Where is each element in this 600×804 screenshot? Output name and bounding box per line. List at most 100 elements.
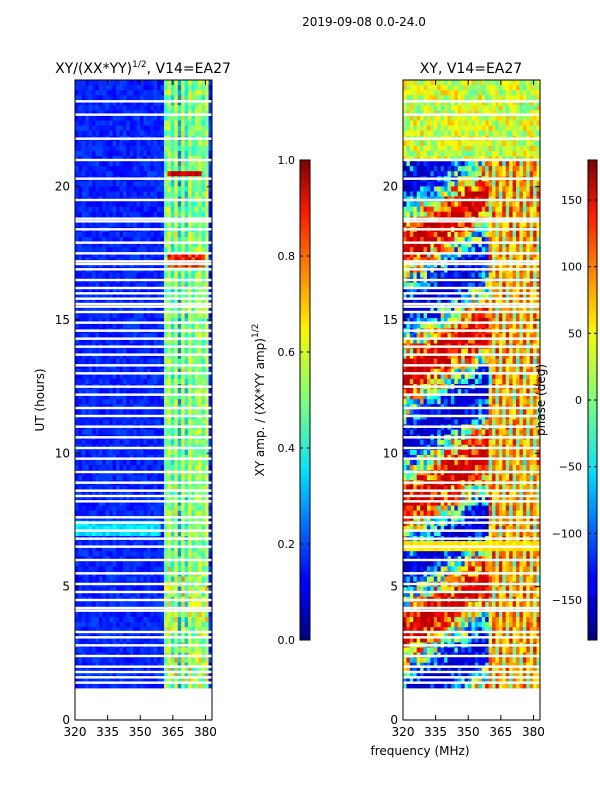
amplitude-heatmap-cell: [99, 617, 103, 622]
amplitude-heatmap-cell: [137, 551, 141, 556]
amplitude-heatmap-cell: [147, 460, 151, 465]
amplitude-flagged-row: [75, 471, 212, 473]
amplitude-heatmap-cell: [191, 465, 195, 470]
amplitude-heatmap-cell: [144, 577, 148, 582]
amplitude-heatmap-cell: [82, 171, 86, 176]
amplitude-heatmap-cell: [92, 126, 96, 131]
amplitude-heatmap-cell: [82, 658, 86, 663]
amplitude-heatmap-cell: [202, 131, 206, 136]
amplitude-heatmap-cell: [167, 323, 171, 328]
amplitude-heatmap-cell: [102, 90, 106, 95]
amplitude-heatmap-cell: [174, 171, 178, 176]
amplitude-heatmap-cell: [147, 146, 151, 151]
amplitude-heatmap-cell: [195, 658, 199, 663]
amplitude-heatmap-cell: [75, 212, 79, 217]
amplitude-heatmap-cell: [171, 313, 175, 318]
amplitude-heatmap-cell: [85, 85, 89, 90]
amplitude-heatmap-cell: [89, 161, 93, 166]
amplitude-heatmap-cell: [82, 186, 86, 191]
amplitude-heatmap-cell: [167, 212, 171, 217]
amplitude-heatmap-cell: [99, 359, 103, 364]
amplitude-heatmap-cell: [99, 273, 103, 278]
amplitude-heatmap-cell: [157, 399, 161, 404]
amplitude-heatmap-cell: [106, 359, 110, 364]
phase-heatmap-cell: [489, 85, 493, 90]
amplitude-heatmap-cell: [120, 409, 124, 414]
amplitude-heatmap-cell: [89, 181, 93, 186]
amplitude-heatmap-cell: [195, 450, 199, 455]
amplitude-heatmap-cell: [89, 115, 93, 120]
amplitude-heatmap-cell: [195, 80, 199, 85]
amplitude-heatmap-cell: [99, 374, 103, 379]
amplitude-heatmap-cell: [205, 186, 209, 191]
amplitude-heatmap-cell: [82, 430, 86, 435]
amplitude-heatmap-cell: [85, 475, 89, 480]
amplitude-heatmap-cell: [171, 85, 175, 90]
amplitude-heatmap-cell: [99, 658, 103, 663]
amplitude-heatmap-cell: [113, 561, 117, 566]
amplitude-heatmap-cell: [174, 181, 178, 186]
amplitude-heatmap-cell: [116, 191, 120, 196]
amplitude-heatmap-cell: [150, 202, 154, 207]
amplitude-heatmap-cell: [181, 186, 185, 191]
amplitude-heatmap-cell: [178, 141, 182, 146]
amplitude-heatmap-cell: [116, 475, 120, 480]
amplitude-heatmap-cell: [181, 95, 185, 100]
amplitude-heatmap-cell: [96, 222, 100, 227]
amplitude-heatmap-cell: [150, 465, 154, 470]
amplitude-heatmap-cell: [123, 602, 127, 607]
amplitude-heatmap-cell: [126, 95, 130, 100]
amplitude-heatmap-cell: [171, 131, 175, 136]
amplitude-heatmap-cell: [154, 379, 158, 384]
amplitude-heatmap-cell: [120, 247, 124, 252]
amplitude-heatmap-cell: [113, 658, 117, 663]
amplitude-heatmap-cell: [140, 551, 144, 556]
amplitude-heatmap-cell: [75, 313, 79, 318]
amplitude-heatmap-cell: [154, 105, 158, 110]
amplitude-heatmap-cell: [171, 247, 175, 252]
amplitude-heatmap-cell: [188, 146, 192, 151]
amplitude-heatmap-cell: [82, 359, 86, 364]
amplitude-heatmap-cell: [137, 450, 141, 455]
amplitude-heatmap-cell: [92, 131, 96, 136]
amplitude-heatmap-cell: [144, 273, 148, 278]
amplitude-heatmap-cell: [75, 551, 79, 556]
amplitude-heatmap-cell: [185, 181, 189, 186]
amplitude-heatmap-cell: [147, 313, 151, 318]
amplitude-heatmap-cell: [157, 166, 161, 171]
amplitude-heatmap-cell: [140, 561, 144, 566]
amplitude-heatmap-cell: [154, 191, 158, 196]
amplitude-heatmap-cell: [89, 146, 93, 151]
amplitude-heatmap-cell: [188, 506, 192, 511]
amplitude-heatmap-cell: [164, 359, 168, 364]
amplitude-heatmap-cell: [85, 450, 89, 455]
amplitude-heatmap-cell: [178, 207, 182, 212]
amplitude-heatmap-cell: [202, 141, 206, 146]
amplitude-heatmap-cell: [126, 313, 130, 318]
amplitude-heatmap-cell: [130, 151, 134, 156]
amplitude-y-tick-label: 10: [55, 446, 70, 460]
phase-heatmap-cell: [413, 80, 417, 85]
amplitude-heatmap-cell: [123, 561, 127, 566]
amplitude-heatmap-cell: [92, 222, 96, 227]
amplitude-heatmap-cell: [75, 166, 79, 171]
amplitude-flagged-row: [75, 228, 212, 230]
amplitude-heatmap-cell: [99, 121, 103, 126]
amplitude-heatmap-cell: [133, 247, 137, 252]
amplitude-heatmap-cell: [178, 186, 182, 191]
amplitude-heatmap-cell: [191, 323, 195, 328]
amplitude-heatmap-cell: [191, 450, 195, 455]
amplitude-heatmap-cell: [99, 622, 103, 627]
amplitude-heatmap-cell: [195, 430, 199, 435]
amplitude-heatmap-cell: [185, 141, 189, 146]
amplitude-heatmap-cell: [96, 273, 100, 278]
amplitude-heatmap-cell: [202, 222, 206, 227]
amplitude-heatmap-cell: [157, 622, 161, 627]
amplitude-heatmap-cell: [120, 577, 124, 582]
amplitude-heatmap-cell: [185, 202, 189, 207]
amplitude-heatmap-cell: [106, 617, 110, 622]
amplitude-heatmap-cell: [140, 95, 144, 100]
amplitude-heatmap-cell: [96, 566, 100, 571]
amplitude-heatmap-cell: [133, 359, 137, 364]
